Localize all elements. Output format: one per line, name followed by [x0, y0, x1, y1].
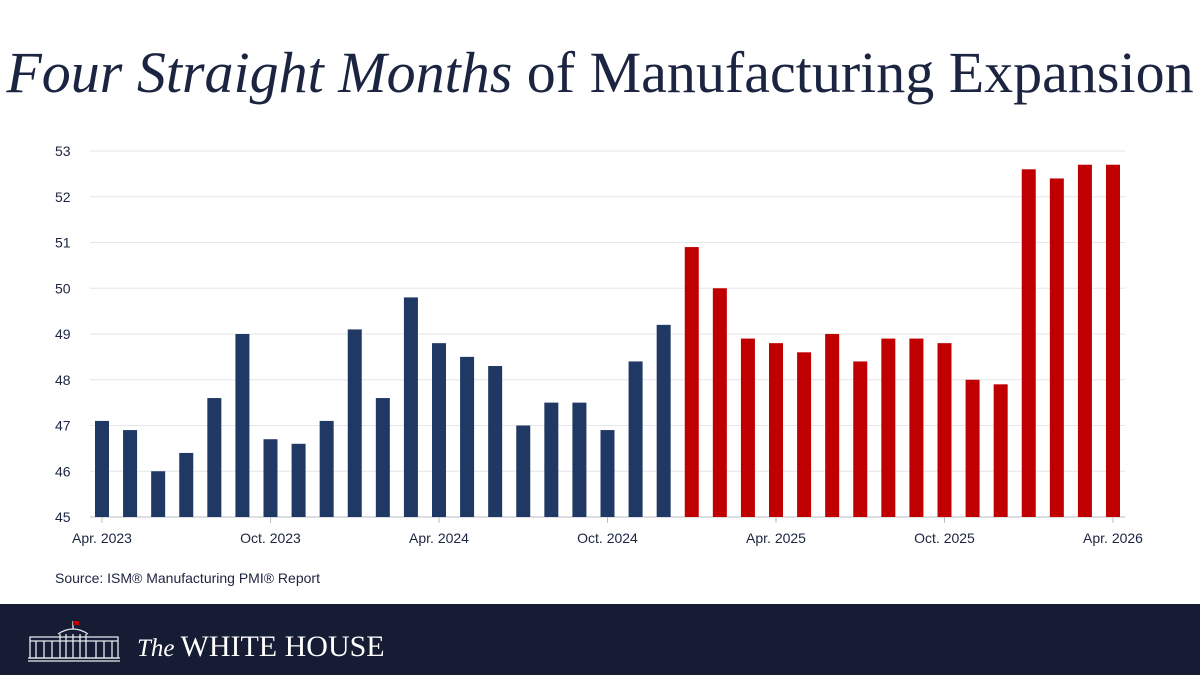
bar [488, 366, 503, 517]
y-tick-label: 46 [55, 463, 71, 479]
bar [235, 334, 250, 517]
bar [432, 343, 446, 517]
title-rest: of Manufacturing Expansion [526, 40, 1194, 105]
bar [95, 420, 109, 517]
y-tick-label: 45 [55, 509, 71, 525]
y-tick-label: 52 [55, 189, 71, 205]
bar [937, 343, 952, 517]
bar [1049, 178, 1064, 517]
bar [375, 398, 390, 517]
bar [151, 471, 166, 517]
bar [600, 430, 615, 517]
bar [347, 329, 362, 517]
y-tick-label: 47 [55, 418, 71, 434]
bar [1077, 164, 1092, 517]
bar [740, 338, 755, 517]
x-tick-label: Apr. 2024 [409, 530, 469, 546]
bar [319, 420, 334, 517]
x-tick-label: Apr. 2025 [746, 530, 806, 546]
bar [965, 379, 980, 517]
x-tick-label: Apr. 2023 [72, 530, 132, 546]
x-tick-label: Oct. 2023 [240, 530, 301, 546]
y-tick-label: 49 [55, 326, 71, 342]
bar [572, 402, 587, 517]
source-note: Source: ISM® Manufacturing PMI® Report [55, 570, 320, 586]
bar [909, 338, 924, 517]
y-tick-label: 53 [55, 143, 71, 159]
wordmark-name: WHITE HOUSE [180, 630, 385, 663]
y-tick-label: 51 [55, 235, 71, 251]
bar [291, 443, 306, 517]
chart-title: Four Straight Months of Manufacturing Ex… [0, 38, 1200, 108]
bar [769, 343, 783, 517]
bar [1106, 164, 1120, 517]
x-tick-label: Apr. 2026 [1083, 530, 1143, 546]
footer-bar [0, 604, 1200, 675]
bar [207, 398, 222, 517]
y-tick-label: 50 [55, 280, 71, 296]
bar [825, 334, 840, 517]
bar [684, 247, 699, 517]
title-italic: Four Straight Months [6, 40, 513, 105]
y-tick-label: 48 [55, 372, 71, 388]
white-house-building-icon [28, 621, 120, 662]
bar [993, 384, 1008, 517]
white-house-wordmark: The WHITE HOUSE [137, 627, 385, 669]
bar [544, 402, 559, 517]
bar-chart: 45 46 47 48 49 50 51 52 53 Apr. 2023 Oct. 2023 Apr.… [55, 143, 1143, 546]
bar [797, 352, 812, 517]
bar [263, 439, 278, 517]
bar [1021, 169, 1036, 518]
x-tick-label: Oct. 2024 [577, 530, 638, 546]
bar [656, 324, 671, 517]
bar [460, 356, 475, 517]
bar [881, 338, 896, 517]
bar [403, 297, 418, 517]
wordmark-the: The [137, 635, 175, 662]
bar [516, 425, 531, 517]
bar [853, 361, 868, 517]
bar [628, 361, 643, 517]
bar [712, 288, 727, 517]
bar [179, 452, 194, 517]
x-tick-label: Oct. 2025 [914, 530, 975, 546]
bar [123, 430, 138, 517]
